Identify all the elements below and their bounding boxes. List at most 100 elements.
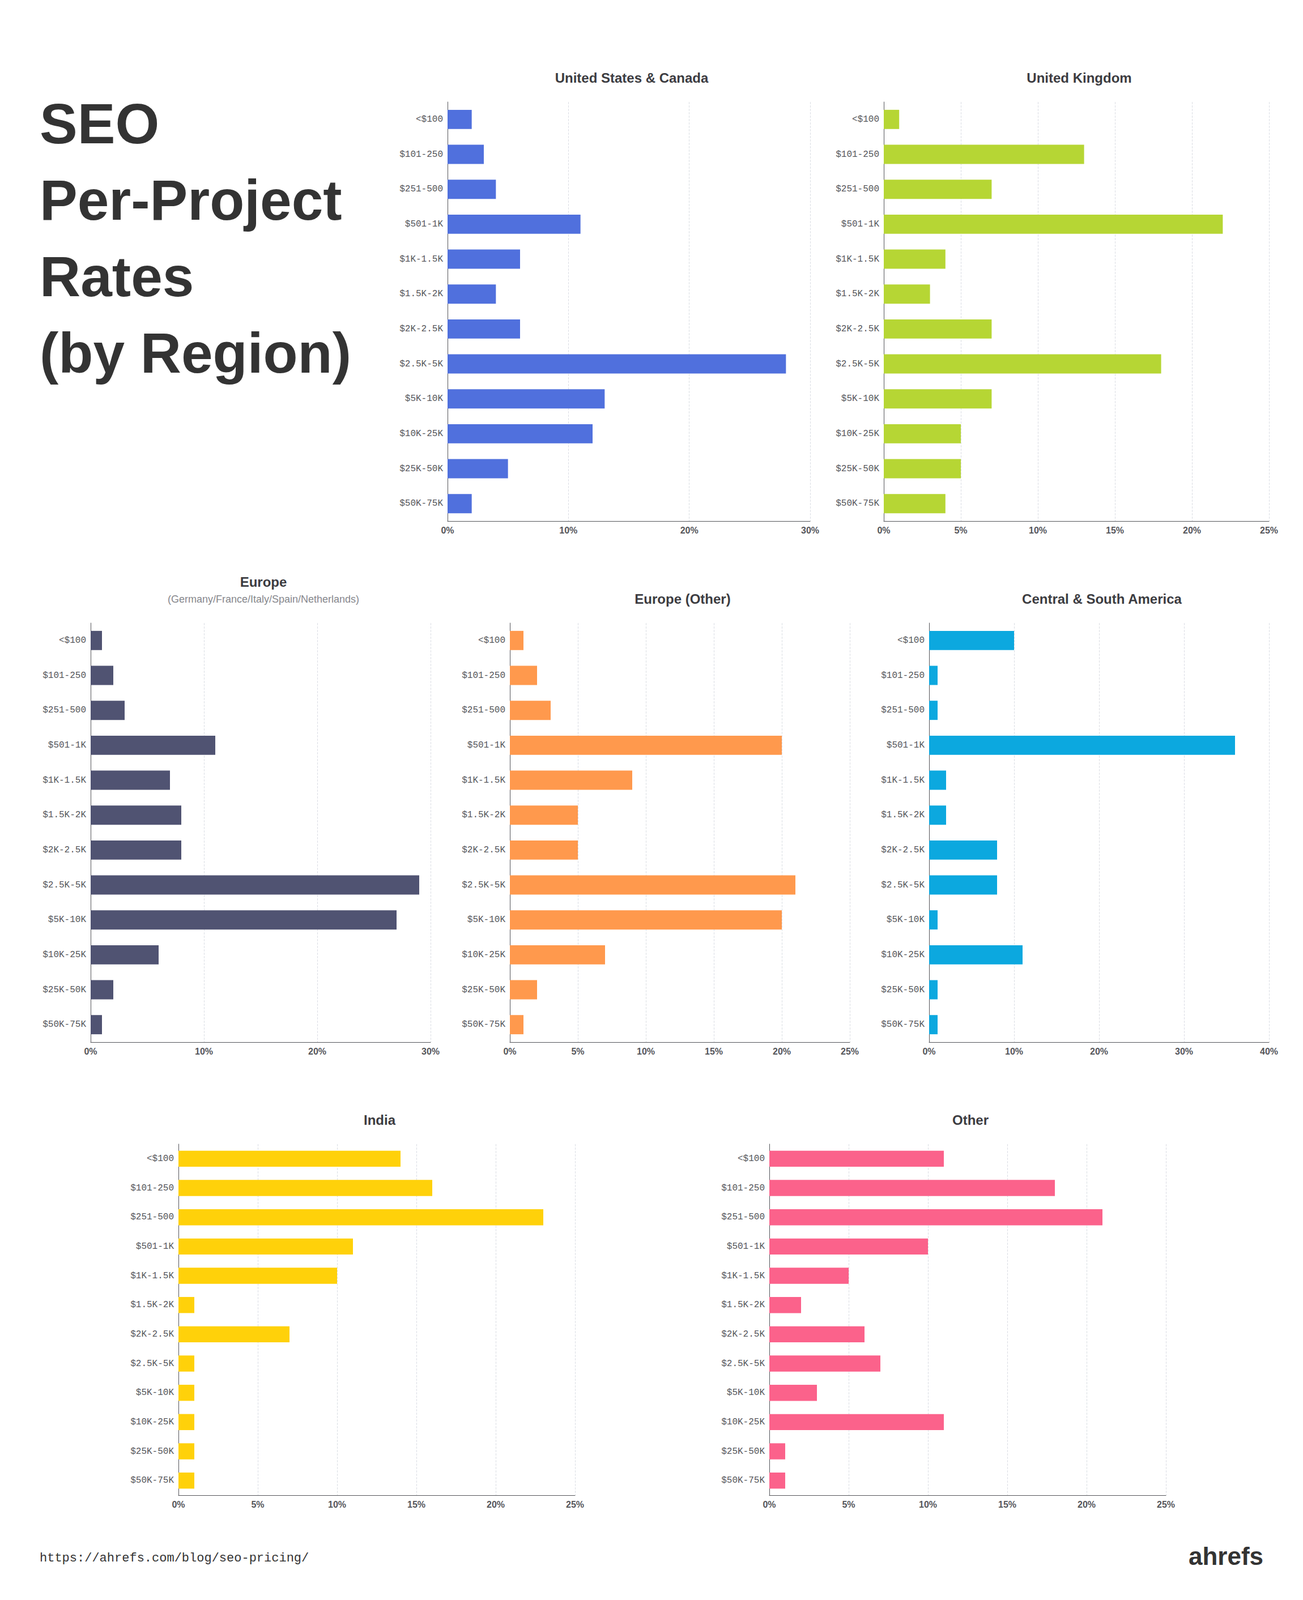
svg-text:0%: 0% [876,525,891,536]
svg-text:$1.5K-2K: $1.5K-2K [130,1300,174,1311]
svg-text:$25K-50K: $25K-50K [42,985,87,996]
svg-text:India: India [363,1112,396,1128]
svg-text:$1K-1.5K: $1K-1.5K [461,775,506,786]
svg-text:$501-1K: $501-1K [405,219,444,230]
svg-text:15%: 15% [1105,525,1124,536]
svg-text:$1K-1.5K: $1K-1.5K [721,1271,765,1282]
svg-text:$251-500: $251-500 [461,705,506,716]
svg-text:10%: 10% [918,1500,938,1510]
svg-text:10%: 10% [559,525,578,536]
svg-text:$1.5K-2K: $1.5K-2K [835,288,880,300]
svg-text:$5K-10K: $5K-10K [467,914,506,926]
svg-text:$25K-50K: $25K-50K [835,463,880,475]
svg-text:$5K-10K: $5K-10K [726,1387,766,1399]
svg-text:$2K-2.5K: $2K-2.5K [399,324,444,335]
svg-text:ahrefs: ahrefs [1188,1542,1264,1571]
svg-text:$5K-10K: $5K-10K [405,393,444,404]
svg-text:$501-1K: $501-1K [467,740,506,751]
svg-text:40%: 40% [1259,1046,1279,1057]
svg-text:Per-Project: Per-Project [39,168,343,232]
svg-text:$25K-50K: $25K-50K [880,985,925,996]
svg-text:$2K-2.5K: $2K-2.5K [721,1329,765,1340]
svg-text:<$100: <$100 [146,1154,174,1165]
svg-text:20%: 20% [308,1046,327,1057]
svg-text:30%: 30% [421,1046,440,1057]
svg-text:Europe (Other): Europe (Other) [634,591,731,607]
svg-text:$101-250: $101-250 [42,670,87,681]
svg-text:10%: 10% [328,1500,347,1510]
svg-text:$501-1K: $501-1K [841,219,880,230]
svg-text:United States & Canada: United States & Canada [555,70,709,86]
svg-text:(Germany/France/Italy/Spain/Ne: (Germany/France/Italy/Spain/Netherlands) [167,593,360,606]
svg-text:$1.5K-2K: $1.5K-2K [721,1300,765,1311]
svg-text:0%: 0% [503,1046,517,1057]
svg-text:$2K-2.5K: $2K-2.5K [880,845,925,856]
svg-text:10%: 10% [1028,525,1047,536]
svg-text:$25K-50K: $25K-50K [399,463,444,475]
svg-text:0%: 0% [922,1046,936,1057]
svg-text:$10K-25K: $10K-25K [835,428,880,440]
svg-text:25%: 25% [565,1500,585,1510]
svg-text:$10K-25K: $10K-25K [880,950,925,961]
svg-text:20%: 20% [1089,1046,1109,1057]
svg-text:$2.5K-5K: $2.5K-5K [461,880,506,891]
svg-text:$501-1K: $501-1K [886,740,926,751]
svg-text:$50K-75K: $50K-75K [880,1019,925,1030]
svg-text:$501-1K: $501-1K [135,1241,175,1253]
svg-text:$25K-50K: $25K-50K [461,985,506,996]
svg-text:$2.5K-5K: $2.5K-5K [130,1359,174,1370]
svg-text:$1.5K-2K: $1.5K-2K [42,810,87,821]
svg-text:$2.5K-5K: $2.5K-5K [42,880,87,891]
svg-text:$2K-2.5K: $2K-2.5K [461,845,506,856]
svg-text:30%: 30% [1174,1046,1194,1057]
svg-text:$1K-1.5K: $1K-1.5K [880,775,925,786]
svg-text:20%: 20% [680,525,699,536]
svg-text:<$100: <$100 [897,635,925,646]
svg-text:$251-500: $251-500 [721,1212,765,1223]
svg-text:$1.5K-2K: $1.5K-2K [880,810,925,821]
svg-text:$2.5K-5K: $2.5K-5K [880,880,925,891]
svg-text:$50K-75K: $50K-75K [399,498,444,509]
svg-text:$10K-25K: $10K-25K [461,950,506,961]
svg-text:$10K-25K: $10K-25K [130,1417,174,1428]
svg-text:Europe: Europe [240,574,288,590]
svg-text:15%: 15% [407,1500,426,1510]
svg-text:5%: 5% [841,1500,855,1510]
svg-text:$2K-2.5K: $2K-2.5K [42,845,87,856]
svg-text:United Kingdom: United Kingdom [1026,70,1132,86]
svg-text:$1K-1.5K: $1K-1.5K [399,254,444,265]
svg-text:10%: 10% [636,1046,655,1057]
svg-text:Other: Other [952,1112,989,1128]
svg-text:$50K-75K: $50K-75K [130,1475,174,1486]
svg-text:$101-250: $101-250 [130,1183,174,1194]
svg-text:20%: 20% [1182,525,1202,536]
svg-text:0%: 0% [440,525,454,536]
svg-text:$101-250: $101-250 [721,1183,765,1194]
svg-text:$1K-1.5K: $1K-1.5K [835,254,880,265]
svg-text:(by Region): (by Region) [39,321,352,385]
svg-text:$10K-25K: $10K-25K [42,950,87,961]
svg-text:5%: 5% [571,1046,585,1057]
svg-text:$10K-25K: $10K-25K [721,1417,765,1428]
svg-text:Rates: Rates [39,244,194,309]
svg-text:0%: 0% [762,1500,776,1510]
svg-text:$2K-2.5K: $2K-2.5K [130,1329,174,1340]
svg-text:$2.5K-5K: $2.5K-5K [721,1359,765,1370]
svg-text:$251-500: $251-500 [880,705,925,716]
svg-text:5%: 5% [954,525,968,536]
svg-text:$251-500: $251-500 [42,705,87,716]
svg-text:SEO: SEO [39,91,160,156]
svg-text:<$100: <$100 [478,635,506,646]
svg-text:$1K-1.5K: $1K-1.5K [130,1271,174,1282]
svg-text:$5K-10K: $5K-10K [841,393,880,404]
svg-text:$1.5K-2K: $1.5K-2K [399,288,444,300]
svg-text:$501-1K: $501-1K [48,740,87,751]
svg-text:$10K-25K: $10K-25K [399,428,444,440]
svg-text:$101-250: $101-250 [461,670,506,681]
svg-text:<$100: <$100 [737,1154,765,1165]
svg-text:$101-250: $101-250 [880,670,925,681]
svg-text:30%: 30% [801,525,820,536]
svg-text:$2.5K-5K: $2.5K-5K [399,359,444,370]
svg-text:$2K-2.5K: $2K-2.5K [835,324,880,335]
svg-text:5%: 5% [250,1500,264,1510]
